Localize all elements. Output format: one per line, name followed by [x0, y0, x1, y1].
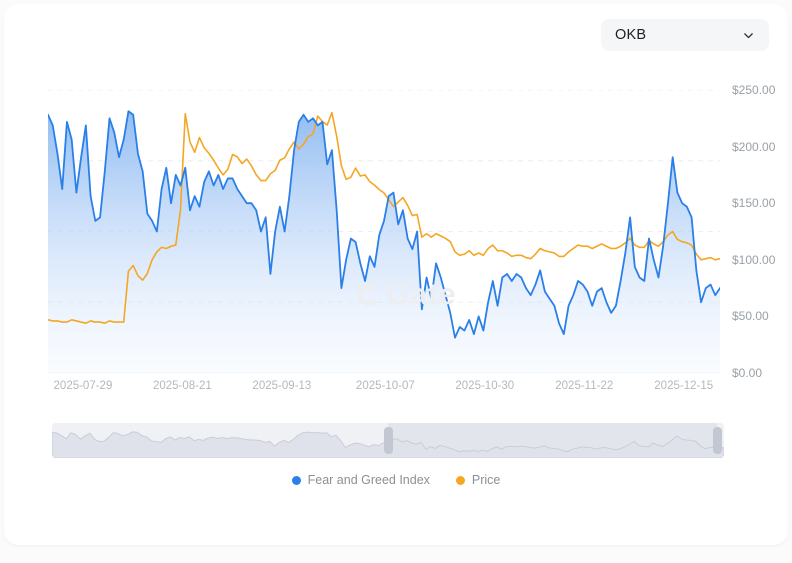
range-slider-handle-right[interactable]: [712, 427, 722, 454]
y-axis-right-tick-label: $100.00: [732, 252, 776, 267]
x-axis-tick-label: 2025-09-13: [252, 380, 312, 392]
legend-item-price[interactable]: Price: [455, 473, 501, 487]
chart-plot-area: Gate 020406080 $0.00$50.00$100.00$150.00…: [47, 83, 775, 392]
asset-selector-value: OKB: [615, 27, 647, 43]
gate-watermark: Gate: [358, 278, 457, 312]
range-slider-handle-left[interactable]: [383, 427, 393, 454]
x-axis-tick-label: 2025-12-15: [654, 380, 714, 392]
chevron-down-icon: [744, 32, 753, 38]
x-axis-tick-label: 2025-07-29: [53, 380, 113, 392]
legend-item-fear-and-greed-index[interactable]: Fear and Greed Index: [291, 473, 430, 487]
x-axis-tick-label: 2025-10-07: [355, 380, 415, 392]
watermark-text: Gate: [386, 278, 457, 311]
y-axis-right-tick-label: $50.00: [732, 309, 769, 324]
y-axis-right-tick-label: $150.00: [732, 196, 776, 211]
gate-logo-icon: [358, 284, 380, 306]
legend-label: Fear and Greed Index: [307, 473, 430, 487]
legend-label: Price: [471, 473, 501, 487]
series-line-fear-and-greed-index: [47, 110, 721, 339]
asset-selector[interactable]: OKB: [601, 19, 769, 51]
chart-legend: Fear and Greed Index Price: [4, 473, 788, 487]
x-axis-tick-label: 2025-11-22: [555, 380, 614, 392]
legend-color-swatch: [291, 475, 301, 485]
y-axis-right-tick-label: $200.00: [732, 139, 776, 154]
x-axis-tick-label: 2025-08-21: [152, 380, 212, 392]
y-axis-right-tick-label: $250.00: [732, 83, 776, 97]
range-slider[interactable]: [52, 423, 724, 458]
legend-color-swatch: [455, 475, 465, 485]
y-axis-right-tick-label: $0.00: [732, 366, 763, 380]
series-line-price: [47, 111, 721, 324]
chart-canvas: [47, 89, 721, 374]
series-area-fear-and-greed-index: [48, 111, 720, 373]
chart-card: OKB Gate: [4, 4, 788, 545]
x-axis-tick-label: 2025-10-30: [455, 380, 515, 392]
